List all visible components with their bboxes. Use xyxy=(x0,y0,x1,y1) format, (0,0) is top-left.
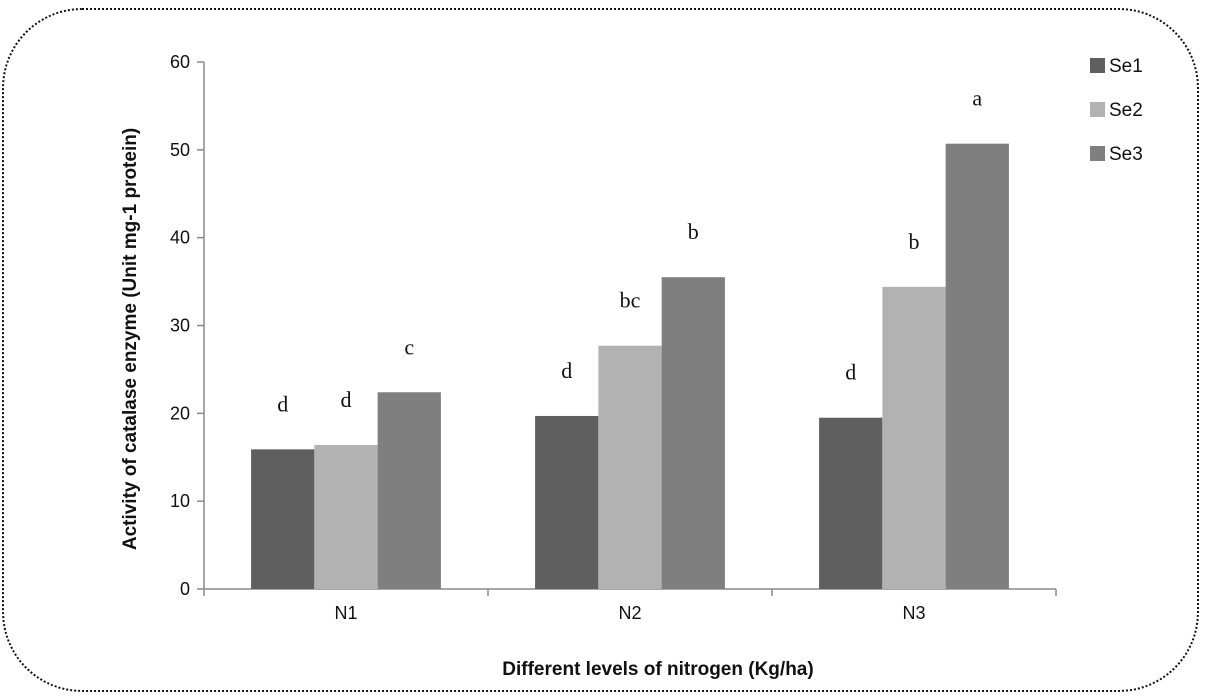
data-label: c xyxy=(404,334,414,359)
bars xyxy=(251,143,1009,589)
bar-se1-n1 xyxy=(251,449,315,589)
bar-se2-n2 xyxy=(598,345,662,589)
x-tick-label: N3 xyxy=(902,603,925,623)
bar-se1-n2 xyxy=(535,415,599,589)
y-tick-label: 30 xyxy=(170,316,190,336)
x-tick-label: N2 xyxy=(618,603,641,623)
bar-se2-n1 xyxy=(314,444,378,589)
bar-se1-n3 xyxy=(819,417,883,589)
legend-swatch-se2 xyxy=(1090,102,1105,117)
data-label: b xyxy=(909,229,920,254)
legend-swatch-se1 xyxy=(1090,58,1105,73)
y-tick-label: 60 xyxy=(170,52,190,72)
y-tick-label: 40 xyxy=(170,228,190,248)
data-label: d xyxy=(277,391,288,416)
bar-se3-n2 xyxy=(661,277,725,589)
chart-frame xyxy=(2,8,1199,692)
y-tick-label: 50 xyxy=(170,140,190,160)
data-label: d xyxy=(845,360,856,385)
x-axis: N1 N2 N3 xyxy=(203,588,1057,623)
y-tick-label: 10 xyxy=(170,491,190,511)
data-labels: d d c d bc b d b a xyxy=(277,86,982,417)
legend-label-se2: Se2 xyxy=(1109,100,1143,121)
bar-se3-n3 xyxy=(945,143,1009,589)
y-axis-title: Activity of catalase enzyme (Unit mg-1 p… xyxy=(120,128,141,550)
y-axis: 0 10 20 30 40 50 60 xyxy=(170,52,205,599)
y-tick-label: 0 xyxy=(180,579,190,599)
data-label: b xyxy=(688,219,699,244)
bar-se2-n3 xyxy=(882,286,946,589)
legend-swatch-se3 xyxy=(1090,146,1105,161)
legend: Se1 Se2 Se3 xyxy=(1090,56,1143,165)
y-tick-label: 20 xyxy=(170,403,190,423)
data-label: d xyxy=(341,387,352,412)
legend-label-se3: Se3 xyxy=(1109,144,1143,165)
data-label: a xyxy=(972,86,982,111)
x-tick-label: N1 xyxy=(334,603,357,623)
x-axis-title: Different levels of nitrogen (Kg/ha) xyxy=(502,659,813,680)
data-label: d xyxy=(561,358,572,383)
bar-se3-n1 xyxy=(377,392,441,589)
data-label: bc xyxy=(620,288,641,313)
legend-label-se1: Se1 xyxy=(1109,56,1143,77)
